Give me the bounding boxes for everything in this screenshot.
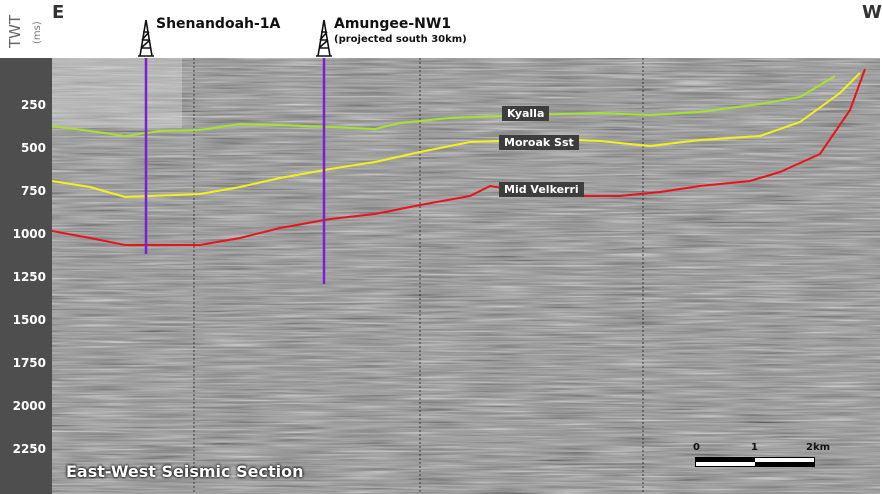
scale-bar <box>695 457 815 467</box>
horizon-label-kyalla: Kyalla <box>502 106 550 121</box>
derrick-icon <box>138 20 154 57</box>
derrick-icon <box>316 20 332 57</box>
axis-unit: (ms) <box>32 21 43 44</box>
horizon-label-mid-velkerri: Mid Velkerri <box>499 182 584 197</box>
axis-tick-label: 2250 <box>12 442 46 456</box>
axis-title: TWT <box>6 14 24 48</box>
well-name-amungee: Amungee-NW1 <box>334 16 452 32</box>
axis-tick-label: 1000 <box>12 227 46 241</box>
scale-label-2km: 2km <box>806 442 831 453</box>
axis-tick-label: 1500 <box>12 313 46 327</box>
section-title: East-West Seismic Section <box>66 462 304 481</box>
twt-axis <box>0 58 52 494</box>
axis-tick-label: 250 <box>20 98 46 112</box>
axis-tick-label: 750 <box>20 184 46 198</box>
well-subtitle-amungee: (projected south 30km) <box>334 34 467 45</box>
horizon-line-moroak-sst <box>51 72 861 199</box>
axis-tick-label: 500 <box>20 141 46 155</box>
east-label: E <box>52 2 65 23</box>
axis-tick-label: 1750 <box>12 356 46 370</box>
scale-label-1: 1 <box>751 442 758 453</box>
horizon-label-moroak: Moroak Sst <box>499 135 579 150</box>
scale-label-0: 0 <box>693 442 700 453</box>
west-label: W <box>862 2 882 23</box>
axis-tick-label: 2000 <box>12 399 46 413</box>
well-name-shenandoah: Shenandoah-1A <box>156 16 281 32</box>
horizon-line-mid-velkerri <box>51 68 866 246</box>
horizon-line-kyalla <box>51 75 836 138</box>
axis-tick-label: 1250 <box>12 270 46 284</box>
